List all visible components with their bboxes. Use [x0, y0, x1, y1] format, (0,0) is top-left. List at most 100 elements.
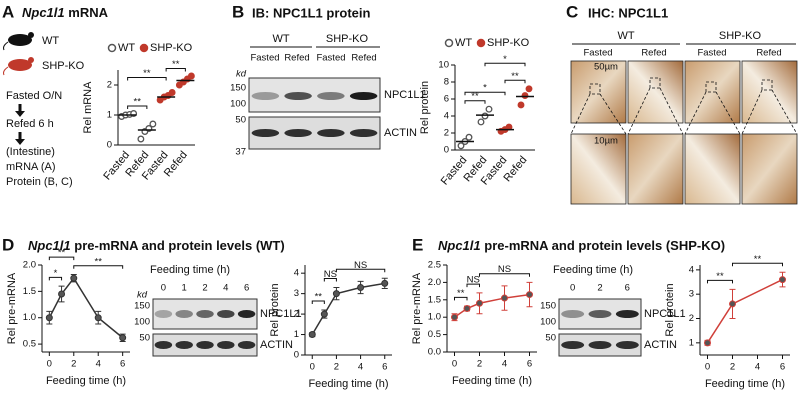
- title-rest: pre-mRNA and protein levels (SHP-KO): [484, 238, 725, 253]
- data-point: [58, 290, 66, 298]
- lane-label: 1: [182, 283, 187, 294]
- y-axis-label: Rel pre-mRNA: [411, 272, 423, 344]
- significance-label: **: [172, 59, 180, 70]
- blot-band: [154, 310, 173, 318]
- x-tick-label: 0: [47, 359, 52, 370]
- data-point: [357, 284, 365, 291]
- lane-label: 2: [202, 283, 207, 294]
- y-axis-label: Rel mRNA: [82, 81, 94, 134]
- blot-band: [154, 341, 173, 349]
- data-point: [517, 101, 525, 109]
- y-axis-label: Rel protein: [269, 283, 281, 336]
- y-tick-label: 0.5: [23, 339, 36, 350]
- blot-band: [349, 129, 378, 137]
- blot-band: [175, 341, 193, 349]
- significance-bracket: [311, 300, 325, 304]
- significance-label: **: [134, 97, 142, 108]
- blot-band: [615, 310, 639, 318]
- title-gene: Npc1l1: [22, 5, 65, 20]
- lane-label: 0: [161, 283, 166, 294]
- legend-label: WT: [455, 37, 472, 49]
- significance-bracket: [707, 279, 733, 284]
- x-tick-label: 0: [705, 362, 710, 373]
- mw-marker: 100: [134, 317, 150, 328]
- mw-marker: 37: [235, 147, 246, 158]
- significance-label: **: [471, 91, 479, 102]
- significance-label: **: [511, 71, 519, 82]
- panel-title: Npc1l1 mRNA: [22, 5, 109, 20]
- significance-bracket: [48, 276, 63, 281]
- blot-band: [175, 310, 193, 318]
- legend-label: SHP-KO: [150, 42, 193, 54]
- blot-band: [251, 92, 280, 100]
- data-point: [451, 313, 458, 321]
- significance-bracket: [466, 283, 480, 288]
- legend-marker: [444, 38, 454, 48]
- significance-label: **: [716, 271, 724, 282]
- x-tick-label: 4: [358, 362, 363, 373]
- significance-label: *: [483, 83, 487, 94]
- x-tick-label: 2: [334, 362, 339, 373]
- mw-marker: 50: [235, 115, 246, 126]
- data-point: [729, 300, 736, 308]
- data-point: [137, 135, 145, 143]
- legend-label: SHP-KO: [487, 37, 530, 49]
- data-point: [465, 133, 473, 141]
- mw-marker: 150: [230, 83, 246, 94]
- lane-label: Fasted: [697, 48, 726, 59]
- panel-label: E: [412, 235, 423, 254]
- mouse-icon: [3, 57, 34, 76]
- x-axis-label: Feeding time (h): [46, 375, 126, 387]
- data-point: [457, 142, 465, 150]
- blot-band: [317, 129, 345, 137]
- significance-bracket: [479, 273, 530, 277]
- group-label: WT: [617, 30, 634, 42]
- band-label: NPC1L1: [644, 308, 686, 320]
- y-tick-label: 2.0: [23, 260, 36, 271]
- y-tick-label: 6: [444, 94, 449, 105]
- significance-label: NS: [498, 264, 511, 275]
- y-tick-label: 3: [294, 288, 299, 299]
- band-label: ACTIN: [384, 127, 417, 139]
- lane-label: Refed: [284, 53, 309, 64]
- x-tick-label: 6: [120, 359, 125, 370]
- y-tick-label: 1.0: [23, 312, 36, 323]
- data-point: [381, 279, 389, 287]
- significance-label: **: [143, 68, 151, 79]
- data-point: [779, 276, 786, 284]
- blot-band: [196, 341, 214, 349]
- line: [48, 276, 124, 339]
- y-tick-label: 3: [689, 289, 694, 300]
- data-point: [526, 291, 533, 299]
- data-point: [187, 72, 195, 80]
- title-rest: pre-mRNA and protein levels (WT): [74, 238, 284, 253]
- significance-label: **: [315, 292, 323, 303]
- data-point: [149, 120, 157, 128]
- x-axis-label: Feeding time (h): [452, 375, 532, 387]
- panel-title: Npc1l1 pre-mRNA and protein levels (WT): [28, 238, 285, 253]
- y-tick-label: 1: [294, 329, 299, 340]
- significance-bracket: [165, 68, 186, 72]
- arrow: [15, 111, 25, 117]
- data-point: [525, 85, 533, 93]
- scale-label: 50µm: [594, 62, 618, 73]
- data-point: [308, 331, 316, 339]
- significance-label: **: [754, 254, 762, 265]
- blot-band: [349, 92, 378, 100]
- significance-bracket: [127, 105, 148, 109]
- blot-header: Feeding time (h): [150, 264, 230, 276]
- lane-label: Fasted: [316, 53, 345, 64]
- significance-bracket: [732, 262, 783, 267]
- panel-title: IHC: NPC1L1: [588, 5, 668, 20]
- data-point: [704, 339, 711, 347]
- y-tick-label: 4: [444, 111, 449, 122]
- x-tick-label: 6: [382, 362, 387, 373]
- panel-label: B: [232, 2, 244, 21]
- significance-label: *: [503, 54, 507, 65]
- y-tick-label: 0.5: [428, 329, 441, 340]
- data-point: [70, 274, 78, 282]
- blot-band: [237, 310, 256, 318]
- data-point: [332, 290, 340, 298]
- significance-bracket: [454, 296, 468, 301]
- x-tick-label: 2: [477, 359, 482, 370]
